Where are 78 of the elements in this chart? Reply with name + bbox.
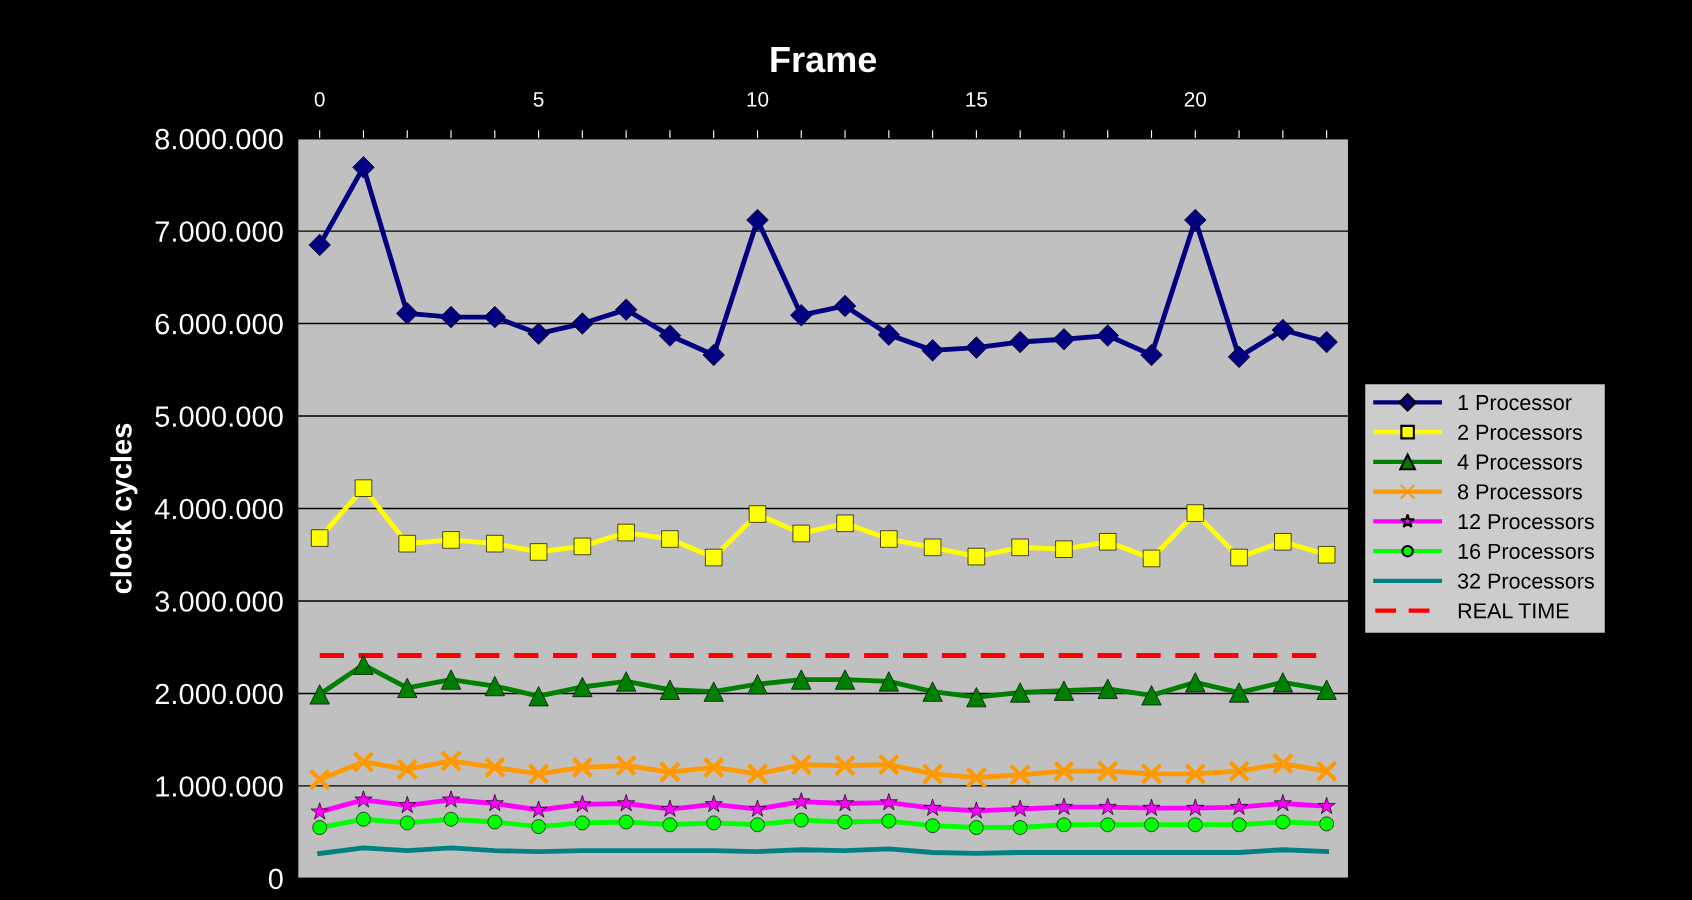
point bbox=[746, 208, 769, 232]
legend-label: 8 Processors bbox=[1458, 484, 1582, 500]
point bbox=[527, 762, 550, 786]
point bbox=[439, 749, 463, 773]
y-tick-label: 0 bbox=[268, 868, 283, 890]
point bbox=[878, 671, 899, 692]
point bbox=[746, 762, 769, 786]
point bbox=[748, 505, 767, 523]
point bbox=[1184, 762, 1207, 786]
x-axis-title: Frame bbox=[771, 47, 877, 73]
point bbox=[528, 686, 549, 707]
point bbox=[1271, 752, 1294, 775]
point bbox=[1099, 533, 1117, 551]
point bbox=[529, 543, 548, 561]
y-tick-label: 8.000.000 bbox=[155, 128, 283, 150]
point bbox=[658, 324, 682, 347]
legend-label: 4 Processors bbox=[1457, 454, 1582, 470]
point bbox=[1140, 762, 1163, 786]
point bbox=[747, 674, 768, 695]
x-tick-label: 15 bbox=[966, 92, 988, 107]
point bbox=[967, 547, 986, 566]
x-tick-label: 0 bbox=[314, 91, 325, 107]
point bbox=[308, 768, 331, 791]
point bbox=[1096, 760, 1119, 783]
y-axis-title: clock cycles bbox=[110, 423, 138, 594]
point bbox=[966, 687, 987, 708]
legend-label: 12 Processors bbox=[1458, 513, 1594, 530]
legend-label: 1 Processor bbox=[1458, 395, 1572, 411]
point bbox=[1052, 328, 1076, 351]
y-tick-label: 4.000.000 bbox=[154, 498, 283, 520]
point bbox=[571, 756, 594, 779]
point bbox=[308, 233, 331, 257]
point bbox=[658, 760, 682, 784]
y-tick-label: 7.000.000 bbox=[155, 221, 283, 242]
point bbox=[1315, 330, 1338, 354]
point bbox=[965, 336, 988, 359]
point bbox=[1011, 538, 1029, 557]
point bbox=[353, 654, 374, 675]
point bbox=[1186, 504, 1204, 522]
point bbox=[1315, 760, 1338, 783]
legend-label: 2 Processors bbox=[1458, 424, 1582, 440]
point bbox=[1227, 760, 1251, 783]
point bbox=[791, 669, 812, 690]
y-tick-label: 2.000.000 bbox=[155, 683, 283, 705]
y-tick-label: 5.000.000 bbox=[155, 406, 283, 427]
point bbox=[965, 766, 988, 789]
point bbox=[1185, 672, 1206, 693]
x-tick-label: 5 bbox=[533, 92, 544, 107]
point bbox=[1097, 678, 1118, 699]
point bbox=[877, 753, 900, 776]
point bbox=[483, 756, 506, 779]
point bbox=[527, 322, 550, 345]
point bbox=[1140, 343, 1163, 367]
point bbox=[921, 762, 944, 786]
point bbox=[790, 753, 813, 776]
point bbox=[1227, 345, 1251, 368]
legend-label: REAL TIME bbox=[1458, 603, 1569, 619]
point bbox=[352, 750, 375, 773]
y-tick-label: 6.000.000 bbox=[155, 313, 283, 335]
point bbox=[397, 677, 418, 698]
x-tick-label: 20 bbox=[1184, 91, 1207, 107]
point bbox=[573, 537, 592, 556]
point bbox=[1009, 763, 1032, 786]
x-tick-label: 10 bbox=[747, 91, 769, 107]
point bbox=[703, 681, 724, 702]
point bbox=[311, 529, 329, 547]
point bbox=[702, 756, 725, 779]
legend-label: 16 Processors bbox=[1458, 543, 1594, 559]
point bbox=[792, 524, 810, 543]
point bbox=[615, 754, 638, 777]
point bbox=[833, 754, 857, 777]
point bbox=[486, 534, 504, 553]
y-tick-label: 3.000.000 bbox=[155, 591, 283, 612]
point bbox=[396, 758, 419, 781]
legend-label: 32 Processors bbox=[1457, 573, 1594, 589]
point bbox=[1055, 540, 1073, 558]
y-tick-label: 1.000.000 bbox=[156, 776, 283, 797]
point bbox=[1052, 760, 1076, 783]
